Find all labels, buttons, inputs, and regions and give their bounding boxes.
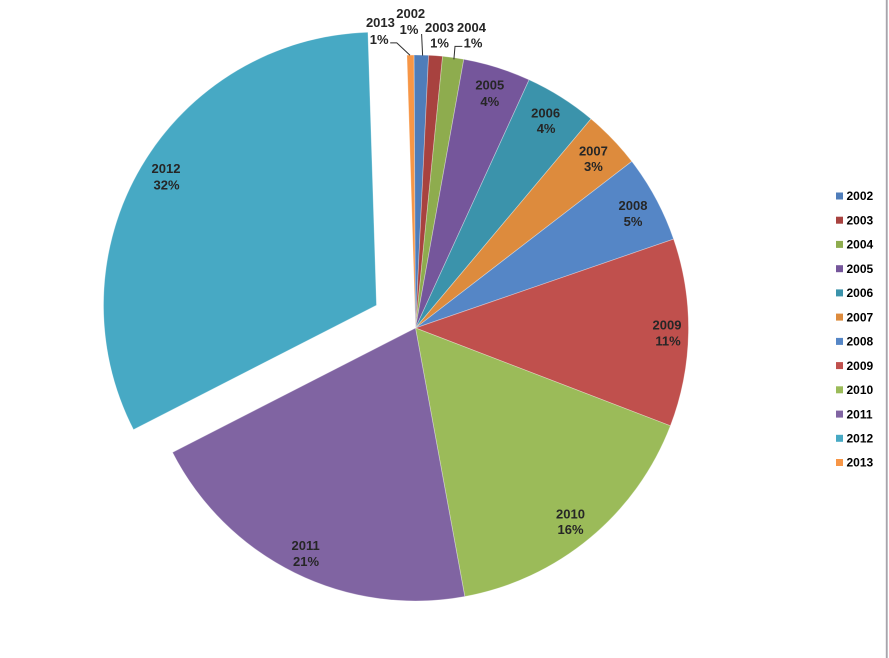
svg-text:2007: 2007 [579,144,608,159]
svg-text:2004: 2004 [847,238,874,252]
svg-text:2007: 2007 [847,310,874,324]
svg-text:2005: 2005 [475,78,504,93]
svg-text:2012: 2012 [847,432,874,446]
svg-text:4%: 4% [537,121,556,136]
svg-text:5%: 5% [624,214,643,229]
svg-text:2011: 2011 [847,407,873,421]
svg-text:2006: 2006 [847,286,874,300]
svg-text:2013: 2013 [847,456,874,470]
svg-text:2013: 2013 [366,15,395,30]
svg-text:2011: 2011 [291,538,319,553]
svg-text:32%: 32% [153,178,179,193]
svg-text:1%: 1% [370,32,389,47]
svg-text:2005: 2005 [847,262,874,276]
svg-text:3%: 3% [584,159,603,174]
svg-text:2006: 2006 [531,106,560,121]
svg-text:2003: 2003 [847,213,874,227]
svg-text:2010: 2010 [556,507,585,522]
svg-text:2004: 2004 [457,20,487,35]
svg-text:4%: 4% [480,94,499,109]
svg-text:1%: 1% [430,36,449,51]
svg-text:2008: 2008 [619,198,648,213]
svg-text:2012: 2012 [152,161,181,176]
svg-text:11%: 11% [655,334,681,349]
svg-text:2009: 2009 [653,318,682,333]
svg-text:2002: 2002 [396,6,425,21]
svg-text:16%: 16% [557,522,583,537]
svg-text:2002: 2002 [847,189,874,203]
svg-text:1%: 1% [464,36,483,51]
svg-text:2003: 2003 [425,20,454,35]
svg-text:1%: 1% [400,22,419,37]
svg-text:21%: 21% [293,554,319,569]
svg-text:2010: 2010 [847,383,874,397]
svg-text:2008: 2008 [847,335,874,349]
svg-text:2009: 2009 [847,359,874,373]
